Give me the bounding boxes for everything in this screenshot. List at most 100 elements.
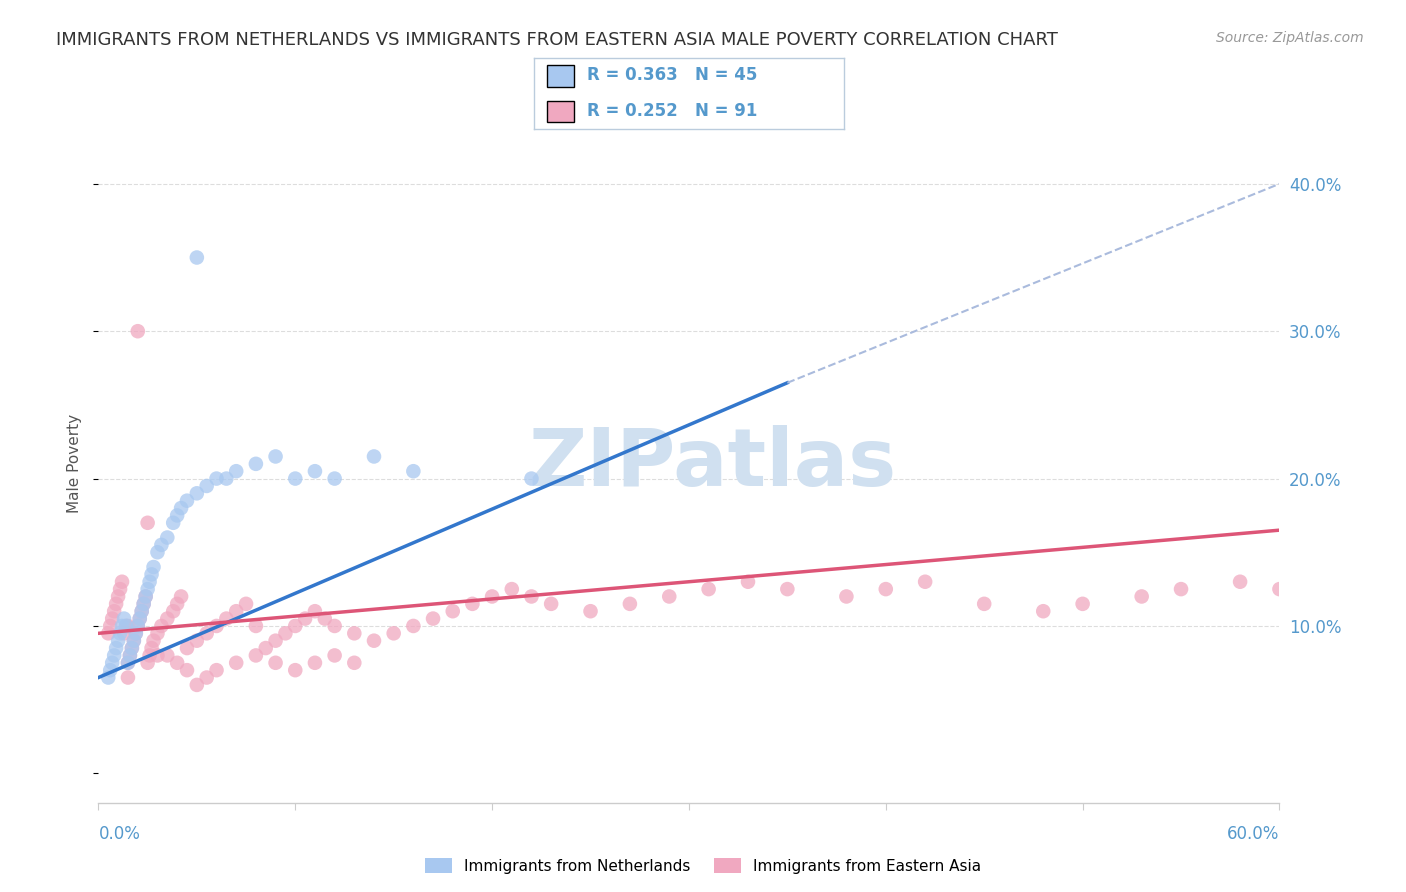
Point — [135, 590, 157, 604]
Point — [146, 545, 169, 559]
Point — [225, 464, 247, 478]
Point — [186, 251, 208, 265]
Point — [105, 641, 128, 656]
Point — [284, 472, 307, 486]
Point — [304, 604, 326, 618]
Point — [254, 641, 277, 656]
Point — [146, 626, 169, 640]
Point — [245, 648, 267, 663]
Point — [245, 619, 267, 633]
Point — [186, 678, 208, 692]
Point — [97, 671, 120, 685]
Point — [162, 516, 184, 530]
Point — [166, 508, 188, 523]
Point — [195, 479, 218, 493]
Point — [520, 590, 543, 604]
Point — [835, 590, 858, 604]
Point — [176, 493, 198, 508]
Point — [98, 619, 121, 633]
Point — [402, 464, 425, 478]
Point — [186, 633, 208, 648]
Point — [914, 574, 936, 589]
Y-axis label: Male Poverty: Male Poverty — [67, 414, 83, 514]
Text: ZIPatlas: ZIPatlas — [529, 425, 897, 503]
Point — [115, 619, 138, 633]
FancyBboxPatch shape — [547, 101, 575, 122]
Point — [343, 626, 366, 640]
Point — [118, 648, 141, 663]
Point — [304, 656, 326, 670]
Point — [112, 626, 135, 640]
Point — [135, 590, 157, 604]
Point — [382, 626, 405, 640]
Point — [520, 472, 543, 486]
Point — [461, 597, 484, 611]
Legend: Immigrants from Netherlands, Immigrants from Eastern Asia: Immigrants from Netherlands, Immigrants … — [419, 852, 987, 880]
Point — [225, 604, 247, 618]
Text: IMMIGRANTS FROM NETHERLANDS VS IMMIGRANTS FROM EASTERN ASIA MALE POVERTY CORRELA: IMMIGRANTS FROM NETHERLANDS VS IMMIGRANT… — [56, 31, 1059, 49]
Point — [117, 671, 139, 685]
Point — [103, 648, 125, 663]
Point — [112, 611, 135, 625]
Point — [1229, 574, 1251, 589]
FancyBboxPatch shape — [547, 65, 575, 87]
Point — [118, 648, 141, 663]
Point — [150, 619, 173, 633]
Point — [697, 582, 720, 596]
Point — [304, 464, 326, 478]
Point — [136, 516, 159, 530]
Point — [121, 641, 143, 656]
Point — [294, 611, 316, 625]
Point — [363, 633, 385, 648]
Point — [121, 641, 143, 656]
Point — [127, 619, 149, 633]
Point — [117, 656, 139, 670]
Point — [132, 597, 155, 611]
Point — [875, 582, 897, 596]
Point — [1130, 590, 1153, 604]
Point — [323, 472, 346, 486]
Point — [141, 641, 163, 656]
Point — [146, 648, 169, 663]
Point — [235, 597, 257, 611]
Point — [737, 574, 759, 589]
Point — [141, 567, 163, 582]
Point — [98, 663, 121, 677]
Point — [150, 538, 173, 552]
Point — [127, 619, 149, 633]
Point — [402, 619, 425, 633]
Point — [166, 656, 188, 670]
Point — [156, 648, 179, 663]
Point — [422, 611, 444, 625]
Point — [111, 619, 134, 633]
Point — [284, 663, 307, 677]
Point — [363, 450, 385, 464]
Point — [170, 590, 193, 604]
Point — [132, 597, 155, 611]
Point — [101, 656, 124, 670]
Text: Source: ZipAtlas.com: Source: ZipAtlas.com — [1216, 31, 1364, 45]
Point — [195, 671, 218, 685]
Text: 60.0%: 60.0% — [1227, 825, 1279, 843]
Point — [441, 604, 464, 618]
Point — [481, 590, 503, 604]
Point — [323, 648, 346, 663]
Point — [136, 582, 159, 596]
Point — [122, 633, 145, 648]
Point — [176, 663, 198, 677]
Point — [156, 611, 179, 625]
Point — [125, 626, 148, 640]
Point — [1071, 597, 1094, 611]
Point — [1170, 582, 1192, 596]
Point — [205, 663, 228, 677]
Point — [115, 619, 138, 633]
Point — [138, 648, 160, 663]
Point — [111, 574, 134, 589]
Point — [101, 611, 124, 625]
Point — [176, 641, 198, 656]
Point — [162, 604, 184, 618]
Point — [658, 590, 681, 604]
Point — [323, 619, 346, 633]
Point — [138, 574, 160, 589]
Point — [136, 656, 159, 670]
